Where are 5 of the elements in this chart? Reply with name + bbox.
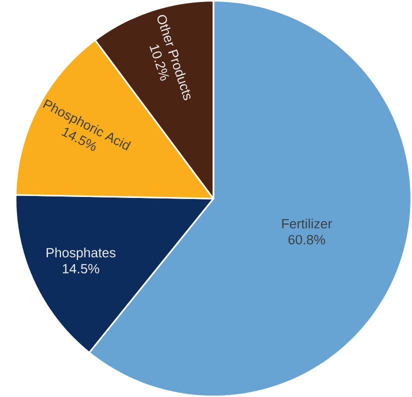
slice-label: Fertilizer bbox=[282, 218, 332, 228]
data-label: 10.2% bbox=[150, 44, 170, 80]
slice-label: Phosphates bbox=[46, 248, 116, 260]
data-label: 14.5% bbox=[62, 264, 100, 274]
data-label: 60.8% bbox=[288, 234, 326, 244]
